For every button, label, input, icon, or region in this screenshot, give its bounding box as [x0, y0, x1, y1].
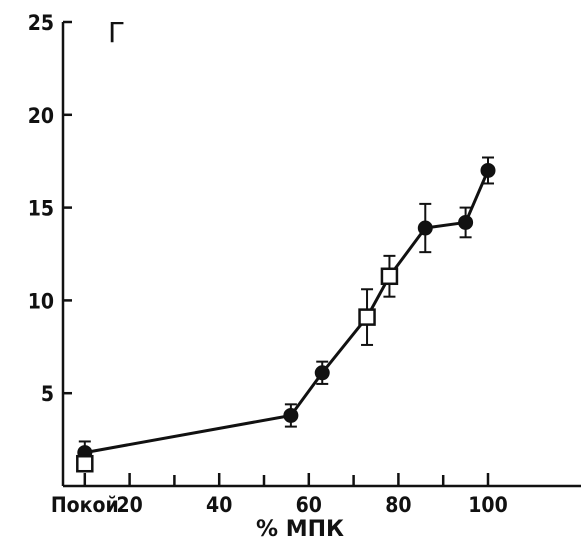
data-point-circle [458, 214, 474, 230]
y-axis: 5 10 15 20 25 [28, 11, 72, 486]
y-tick-label: 5 [41, 382, 54, 406]
y-tick-label: 20 [28, 104, 54, 128]
data-point-square [76, 454, 94, 473]
data-point-circle [417, 220, 433, 236]
data-point-circle [283, 407, 299, 423]
x-axis-title: % МПК [256, 517, 344, 542]
y-tick-label: 25 [28, 11, 54, 35]
data-point-square [380, 267, 399, 286]
data-point-circle [480, 162, 496, 178]
plot-area [76, 156, 496, 473]
y-tick-label: 15 [28, 197, 54, 221]
x-tick-label: 20 [116, 493, 142, 517]
x-tick-label: Покой [51, 493, 119, 517]
x-tick-label: 40 [206, 493, 232, 517]
data-point-square [358, 308, 376, 326]
data-point-circle [314, 365, 330, 381]
panel-label: Г [108, 16, 125, 49]
x-tick-label: 60 [296, 493, 322, 517]
y-tick-label: 10 [28, 289, 54, 313]
x-tick-label: 80 [385, 493, 411, 517]
x-tick-label: 100 [468, 493, 507, 517]
y-ticks: 5 10 15 20 25 [28, 11, 72, 406]
